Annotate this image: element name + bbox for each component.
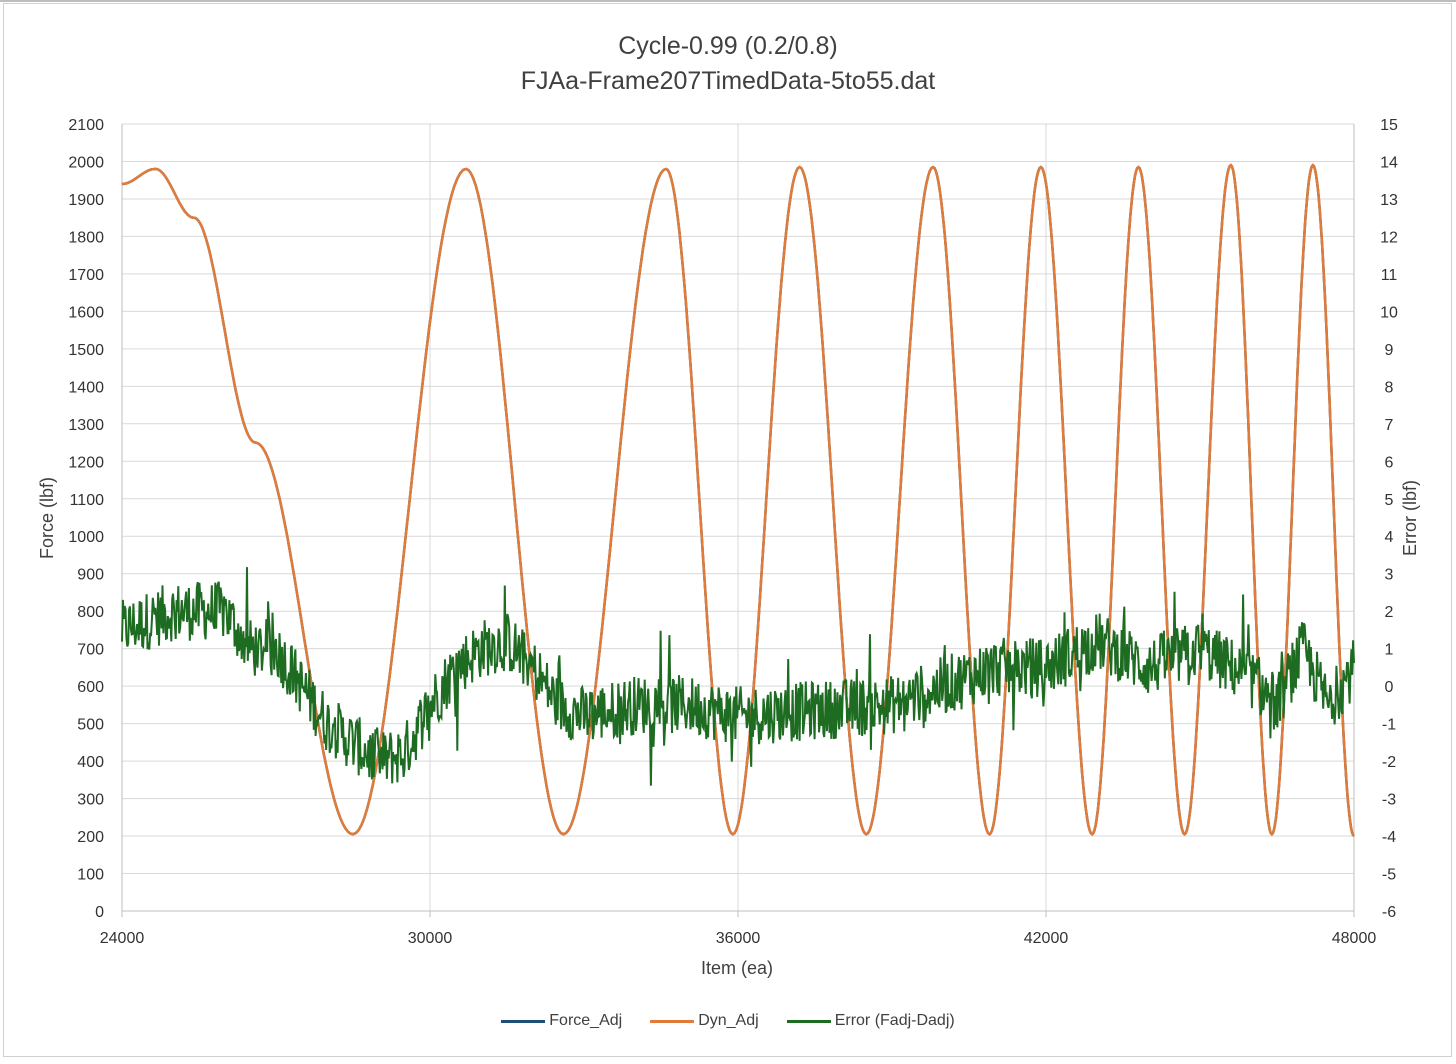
legend-item-force-adj: Force_Adj xyxy=(501,1012,622,1030)
y2-tick-label: -4 xyxy=(1382,829,1396,846)
series-line-error xyxy=(121,567,1355,786)
y-tick-label: 800 xyxy=(77,604,104,621)
top-border xyxy=(0,0,1456,2)
x-tick-label: 36000 xyxy=(716,930,761,947)
x-tick-label: 48000 xyxy=(1332,930,1377,947)
y-tick-label: 1500 xyxy=(68,342,104,359)
legend-swatch-dyn-adj xyxy=(650,1019,695,1023)
chart-title: Cycle-0.99 (0.2/0.8) xyxy=(618,32,838,60)
y-tick-label: 700 xyxy=(77,642,104,659)
y2-tick-label: 13 xyxy=(1380,192,1398,209)
y2-tick-label: 8 xyxy=(1385,379,1394,396)
legend-label-dyn-adj: Dyn_Adj xyxy=(698,1012,759,1029)
legend-item-error: Error (Fadj-Dadj) xyxy=(786,1012,955,1030)
y-axis-label: Force (lbf) xyxy=(37,477,57,559)
y2-tick-label: 0 xyxy=(1385,679,1394,696)
y2-tick-label: -5 xyxy=(1382,867,1396,884)
series-group xyxy=(121,163,1355,837)
y-tick-label: 1100 xyxy=(70,492,105,509)
legend-item-dyn-adj: Dyn_Adj xyxy=(650,1012,759,1030)
y-tick-label: 2100 xyxy=(68,117,104,134)
y2-tick-label: -3 xyxy=(1382,792,1396,809)
x-axis-label: Item (ea) xyxy=(701,958,773,978)
y-tick-label: 1200 xyxy=(68,454,104,471)
gridlines xyxy=(121,123,1355,912)
y-tick-label: 1400 xyxy=(68,379,104,396)
y2-tick-label: 4 xyxy=(1385,529,1394,546)
y2-tick-label: 5 xyxy=(1385,492,1394,509)
legend-label-force-adj: Force_Adj xyxy=(549,1012,623,1029)
y-tick-label: 500 xyxy=(77,717,104,734)
y2-tick-label: 1 xyxy=(1385,642,1394,659)
y-tick-label: 2000 xyxy=(68,154,104,171)
y-tick-label: 1000 xyxy=(68,529,104,546)
tick-labels: 0100200300400500600700800900100011001200… xyxy=(68,117,1398,947)
y2-tick-label: 14 xyxy=(1380,154,1398,171)
y2-tick-label: 15 xyxy=(1380,117,1398,134)
legend: Force_Adj Dyn_Adj Error (Fadj-Dadj) xyxy=(0,1012,1456,1030)
y2-tick-label: 7 xyxy=(1385,417,1394,434)
y-tick-label: 900 xyxy=(77,567,104,584)
y-tick-label: 0 xyxy=(95,904,104,921)
x-tick-label: 30000 xyxy=(408,930,453,947)
x-tick-label: 42000 xyxy=(1024,930,1069,947)
y2-tick-label: 2 xyxy=(1385,604,1394,621)
y-tick-label: 1800 xyxy=(68,229,104,246)
x-tick-label: 24000 xyxy=(100,930,145,947)
y2-tick-label: -6 xyxy=(1382,904,1396,921)
y-tick-label: 600 xyxy=(77,679,104,696)
y-tick-label: 400 xyxy=(77,754,104,771)
y2-tick-label: -1 xyxy=(1382,717,1396,734)
y-tick-label: 1600 xyxy=(68,304,104,321)
chart-frame xyxy=(3,3,1452,1057)
y2-tick-label: 6 xyxy=(1385,454,1394,471)
y2-tick-label: 10 xyxy=(1380,304,1398,321)
y-tick-label: 1300 xyxy=(68,417,104,434)
y-tick-label: 1900 xyxy=(68,192,104,209)
y-tick-label: 1700 xyxy=(68,267,104,284)
y2-tick-label: -2 xyxy=(1382,754,1396,771)
legend-swatch-error xyxy=(786,1019,831,1023)
series-line-dyn-adj xyxy=(121,163,1355,837)
y-tick-label: 200 xyxy=(77,829,104,846)
y2-tick-label: 12 xyxy=(1380,229,1398,246)
chart-subtitle: FJAa-Frame207TimedData-5to55.dat xyxy=(520,67,936,95)
axes xyxy=(121,124,1355,917)
y-tick-label: 300 xyxy=(77,792,104,809)
y2-axis-label: Error (lbf) xyxy=(1400,480,1420,556)
y-tick-label: 100 xyxy=(77,867,104,884)
legend-label-error: Error (Fadj-Dadj) xyxy=(834,1012,955,1029)
y2-tick-label: 9 xyxy=(1385,342,1394,359)
y2-tick-label: 3 xyxy=(1385,567,1394,584)
legend-swatch-force-adj xyxy=(501,1019,546,1023)
y2-tick-label: 11 xyxy=(1381,267,1398,284)
